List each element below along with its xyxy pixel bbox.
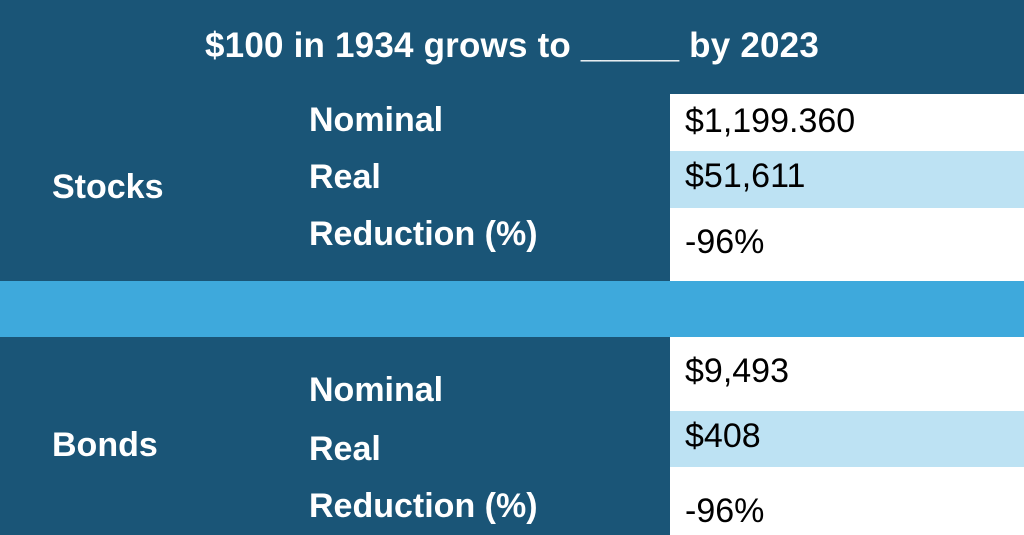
bonds-label: Bonds: [52, 426, 158, 464]
stocks-label: Stocks: [52, 168, 164, 206]
bonds-nominal-value: $9,493: [685, 352, 789, 390]
bonds-nominal-label: Nominal: [309, 371, 444, 409]
stocks-value-column: $1,199.360 $51,611 -96%: [670, 94, 1024, 281]
bonds-real-value: $408: [670, 411, 1024, 467]
section-separator: [0, 281, 1024, 337]
stocks-nominal-value: $1,199.360: [685, 102, 856, 140]
stocks-nominal-label: Nominal: [309, 101, 444, 139]
bonds-reduction-value: -96%: [685, 492, 765, 530]
stocks-real-label: Real: [309, 158, 381, 196]
bonds-reduction-label: Reduction (%): [309, 487, 538, 525]
bonds-real-label: Real: [309, 430, 381, 468]
stocks-reduction-value: -96%: [685, 223, 765, 261]
stocks-reduction-label: Reduction (%): [309, 215, 538, 253]
stocks-real-value: $51,611: [670, 151, 1024, 208]
table-title: $100 in 1934 grows to _____ by 2023: [204, 26, 820, 65]
bonds-value-column: $9,493 $408 -96%: [670, 337, 1024, 535]
